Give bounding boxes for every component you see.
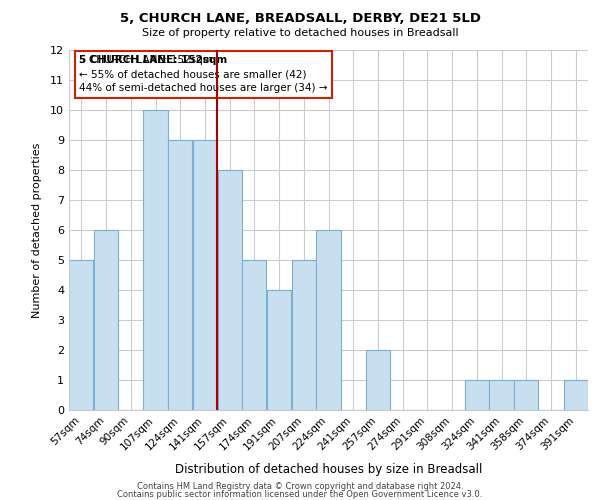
X-axis label: Distribution of detached houses by size in Breadsall: Distribution of detached houses by size … (175, 463, 482, 476)
Bar (514, 380, 538, 410)
Bar (143, 110, 167, 410)
Text: 5 CHURCH LANE: 152sqm: 5 CHURCH LANE: 152sqm (79, 56, 227, 66)
Text: 5, CHURCH LANE, BREADSALL, DERBY, DE21 5LD: 5, CHURCH LANE, BREADSALL, DERBY, DE21 5… (119, 12, 481, 26)
Bar (193, 140, 217, 410)
Bar (464, 380, 489, 410)
Text: Contains public sector information licensed under the Open Government Licence v3: Contains public sector information licen… (118, 490, 482, 499)
Bar (366, 350, 390, 410)
Bar (69, 260, 94, 410)
Bar (563, 380, 588, 410)
Y-axis label: Number of detached properties: Number of detached properties (32, 142, 41, 318)
Text: 5 CHURCH LANE: 152sqm
← 55% of detached houses are smaller (42)
44% of semi-deta: 5 CHURCH LANE: 152sqm ← 55% of detached … (79, 56, 328, 94)
Bar (218, 170, 242, 410)
Bar (292, 260, 316, 410)
Text: Size of property relative to detached houses in Breadsall: Size of property relative to detached ho… (142, 28, 458, 38)
Text: Contains HM Land Registry data © Crown copyright and database right 2024.: Contains HM Land Registry data © Crown c… (137, 482, 463, 491)
Bar (242, 260, 266, 410)
Bar (94, 230, 118, 410)
Bar (267, 290, 291, 410)
Bar (316, 230, 341, 410)
Bar (168, 140, 193, 410)
Bar (490, 380, 514, 410)
